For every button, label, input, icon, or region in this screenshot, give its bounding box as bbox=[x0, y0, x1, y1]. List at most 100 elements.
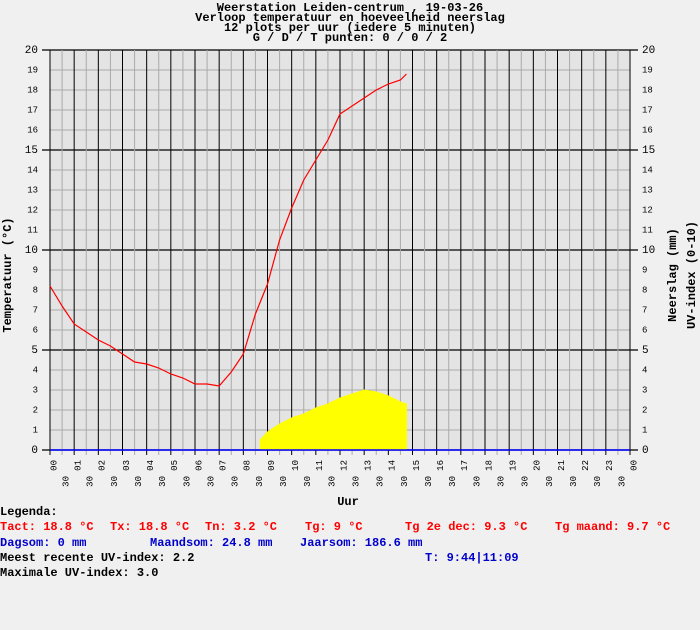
x-tick-label: 09 bbox=[267, 460, 277, 471]
x-tick-label: 30 bbox=[61, 476, 71, 487]
x-tick-label: 00 bbox=[49, 460, 59, 471]
y2-tick-label: 13 bbox=[642, 185, 653, 195]
x-tick-label: 19 bbox=[509, 460, 519, 471]
y-axis-label: Temperatuur (°C) bbox=[1, 217, 15, 332]
y2-tick-label: 15 bbox=[642, 145, 655, 157]
y2-tick-label: 8 bbox=[642, 285, 647, 295]
x-tick-label: 22 bbox=[581, 460, 591, 471]
y2-tick-label: 4 bbox=[642, 365, 647, 375]
x-tick-label: 21 bbox=[557, 460, 567, 471]
x-tick-label: 30 bbox=[521, 476, 531, 487]
x-tick-label: 30 bbox=[134, 476, 144, 487]
footer-text: T: 9:44|11:09 bbox=[425, 551, 519, 565]
y2-tick-label: 6 bbox=[642, 325, 647, 335]
y2-tick-label: 16 bbox=[642, 125, 653, 135]
footer-text: Tg maand: 9.7 °C bbox=[555, 520, 670, 534]
x-tick-label: 01 bbox=[74, 460, 84, 471]
footer-text: Dagsom: 0 mm bbox=[0, 536, 86, 550]
x-tick-label: 30 bbox=[110, 476, 120, 487]
x-tick-label: 06 bbox=[194, 460, 204, 471]
footer-text: Maximale UV-index: 3.0 bbox=[0, 566, 158, 580]
x-tick-label: 18 bbox=[484, 460, 494, 471]
x-tick-label: 30 bbox=[448, 476, 458, 487]
y-tick-label: 2 bbox=[33, 405, 38, 415]
footer-text: Meest recente UV-index: 2.2 bbox=[0, 551, 194, 565]
chart-title: Verloop temperatuur en hoeveelheid neers… bbox=[195, 11, 505, 25]
temperature-line bbox=[49, 73, 407, 387]
y-tick-label: 20 bbox=[25, 45, 38, 57]
y2-tick-label: 3 bbox=[642, 385, 647, 395]
y-tick-label: 16 bbox=[27, 125, 38, 135]
footer-text: Tx: 18.8 °C bbox=[110, 520, 189, 534]
x-tick-label: 30 bbox=[206, 476, 216, 487]
y2-tick-label: 12 bbox=[642, 205, 653, 215]
x-tick-label: 30 bbox=[279, 476, 289, 487]
footer-text: Jaarsom: 186.6 mm bbox=[300, 536, 422, 550]
x-tick-label: 20 bbox=[533, 460, 543, 471]
y-tick-label: 3 bbox=[33, 385, 38, 395]
y2-tick-label: 18 bbox=[642, 85, 653, 95]
x-tick-label: 14 bbox=[388, 460, 398, 471]
y-tick-label: 5 bbox=[31, 345, 38, 357]
x-tick-label: 07 bbox=[219, 460, 229, 471]
y-tick-label: 6 bbox=[33, 325, 38, 335]
footer-text: Legenda: bbox=[0, 505, 58, 519]
x-tick-label: 30 bbox=[376, 476, 386, 487]
y-tick-label: 14 bbox=[27, 165, 38, 175]
y2-axis-label: UV-index (0-10) bbox=[685, 221, 699, 329]
chart-title: Weerstation Leiden-centrum , 19-03-26 bbox=[217, 1, 483, 15]
x-tick-label: 03 bbox=[122, 460, 132, 471]
x-tick-label: 30 bbox=[231, 476, 241, 487]
y2-axis-label: Neerslag (mm) bbox=[666, 228, 680, 322]
y2-tick-label: 19 bbox=[642, 65, 653, 75]
x-tick-label: 30 bbox=[351, 476, 361, 487]
x-tick-label: 23 bbox=[605, 460, 615, 471]
x-tick-label: 30 bbox=[255, 476, 265, 487]
y-tick-label: 17 bbox=[27, 105, 38, 115]
x-tick-label: 15 bbox=[412, 460, 422, 471]
chart-title: 12 plots per uur (iedere 5 minuten) bbox=[224, 21, 476, 35]
x-tick-label: 30 bbox=[496, 476, 506, 487]
x-tick-label: 11 bbox=[315, 460, 325, 471]
x-tick-label: 02 bbox=[98, 460, 108, 471]
y2-tick-label: 2 bbox=[642, 405, 647, 415]
y-tick-label: 9 bbox=[33, 265, 38, 275]
x-tick-label: 30 bbox=[472, 476, 482, 487]
x-tick-label: 05 bbox=[170, 460, 180, 471]
y-tick-label: 4 bbox=[33, 365, 38, 375]
y2-tick-label: 11 bbox=[642, 225, 653, 235]
y-tick-label: 7 bbox=[33, 305, 38, 315]
y-tick-label: 0 bbox=[31, 445, 38, 457]
y2-tick-label: 0 bbox=[642, 445, 649, 457]
footer-text: Tg: 9 °C bbox=[305, 520, 363, 534]
x-tick-label: 30 bbox=[182, 476, 192, 487]
x-tick-label: 30 bbox=[617, 476, 627, 487]
x-tick-label: 30 bbox=[545, 476, 555, 487]
x-tick-label: 16 bbox=[436, 460, 446, 471]
x-tick-label: 30 bbox=[424, 476, 434, 487]
y-tick-label: 10 bbox=[25, 245, 38, 257]
y-tick-label: 12 bbox=[27, 205, 38, 215]
y2-tick-label: 10 bbox=[642, 245, 655, 257]
x-tick-label: 08 bbox=[243, 460, 253, 471]
y-tick-label: 1 bbox=[33, 425, 38, 435]
x-tick-label: 30 bbox=[303, 476, 313, 487]
x-tick-label: 30 bbox=[400, 476, 410, 487]
y-tick-label: 8 bbox=[33, 285, 38, 295]
y2-tick-label: 7 bbox=[642, 305, 647, 315]
x-tick-label: 30 bbox=[327, 476, 337, 487]
y2-tick-label: 17 bbox=[642, 105, 653, 115]
uv-area bbox=[259, 389, 407, 451]
x-tick-label: 13 bbox=[364, 460, 374, 471]
y2-tick-label: 20 bbox=[642, 45, 655, 57]
x-tick-label: 17 bbox=[460, 460, 470, 471]
y2-tick-label: 5 bbox=[642, 345, 649, 357]
x-tick-label: 10 bbox=[291, 460, 301, 471]
y-tick-label: 15 bbox=[25, 145, 38, 157]
x-tick-label: 30 bbox=[158, 476, 168, 487]
x-tick-label: 30 bbox=[569, 476, 579, 487]
x-tick-label: 30 bbox=[86, 476, 96, 487]
x-tick-label: 12 bbox=[339, 460, 349, 471]
x-tick-label: 04 bbox=[146, 460, 156, 471]
footer-text: Maandsom: 24.8 mm bbox=[150, 536, 272, 550]
